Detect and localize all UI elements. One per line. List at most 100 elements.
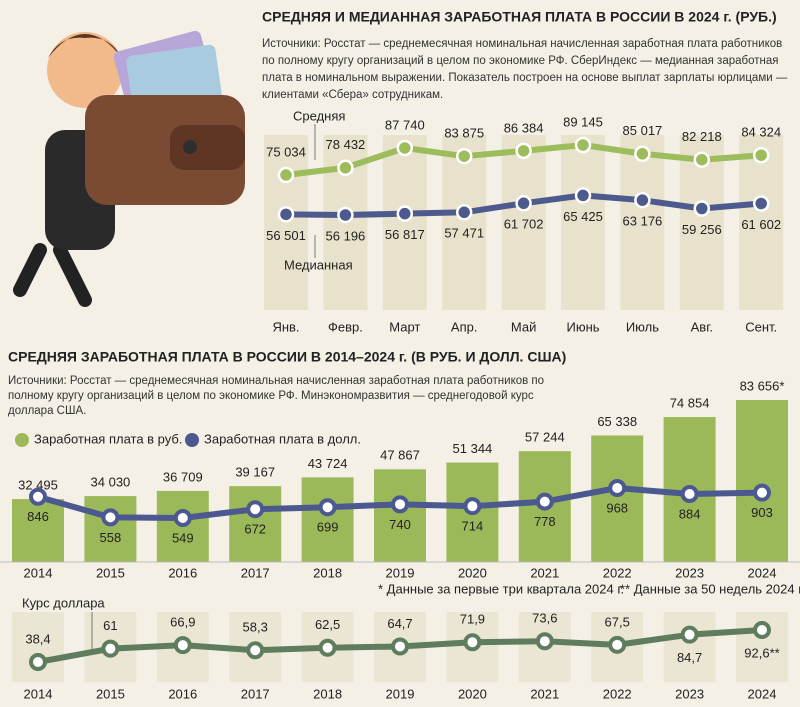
legend-marker (15, 433, 29, 447)
value-label: 61 602 (741, 217, 781, 232)
column-band (501, 135, 546, 310)
x-tick-label: Март (389, 319, 420, 334)
point (29, 653, 47, 671)
bar (736, 400, 788, 562)
value-label: 56 196 (326, 228, 366, 243)
x-tick-label: 2015 (96, 686, 125, 701)
point (277, 166, 295, 184)
value-label: 47 867 (380, 448, 420, 463)
value-label: 62,5 (315, 617, 340, 632)
value-label: 64,7 (387, 616, 412, 631)
point (101, 508, 120, 527)
point (463, 633, 482, 652)
value-label: 65 425 (563, 209, 603, 224)
value-label: 51 344 (453, 441, 493, 456)
chart-title: СРЕДНЯЯ И МЕДИАННАЯ ЗАРАБОТНАЯ ПЛАТА В Р… (262, 9, 777, 25)
x-tick-label: 2018 (313, 686, 342, 701)
point (391, 637, 409, 656)
point (173, 509, 192, 527)
bar (591, 435, 644, 562)
value-label: 71,9 (460, 612, 485, 627)
point (574, 187, 592, 204)
column-band (12, 612, 64, 682)
value-label: 903 (751, 505, 773, 520)
value-label: 846 (27, 509, 49, 524)
x-tick-label: Июль (626, 319, 659, 334)
column-band (739, 135, 784, 310)
value-label: 699 (317, 520, 339, 535)
point (246, 500, 265, 519)
point (752, 146, 770, 164)
point (318, 498, 337, 517)
value-label: 57 471 (444, 226, 484, 241)
value-label: 87 740 (385, 117, 425, 132)
point (634, 145, 651, 163)
point (515, 195, 532, 212)
x-tick-label: 2022 (603, 565, 632, 580)
x-tick-label: Февр. (328, 319, 363, 334)
value-label: 778 (534, 514, 556, 529)
footnote: * Данные за первые три квартала 2024 г. (378, 581, 624, 596)
value-label: 67,5 (605, 614, 630, 629)
x-tick-label: 2014 (24, 686, 53, 701)
x-tick-label: Май (511, 319, 536, 334)
value-label: 83 875 (444, 126, 484, 141)
chart-title: СРЕДНЯЯ ЗАРАБОТНАЯ ПЛАТА В РОССИИ В 2014… (8, 349, 566, 365)
value-label: 61 702 (504, 217, 544, 232)
value-label: 56 817 (385, 227, 425, 242)
value-label: 63 176 (623, 214, 663, 229)
point (680, 485, 699, 504)
point (535, 492, 554, 511)
series-label: Медианная (284, 257, 353, 272)
point (634, 191, 651, 209)
value-label: 884 (679, 506, 701, 521)
value-label: 32 495 (18, 478, 58, 493)
value-label: 59 256 (682, 222, 722, 237)
x-tick-label: Авг. (691, 319, 713, 334)
value-label: 74 854 (670, 395, 710, 410)
head (47, 32, 123, 108)
x-tick-label: Июнь (566, 319, 599, 334)
bar (374, 469, 426, 562)
value-label: 714 (462, 519, 484, 534)
value-label: 84 324 (741, 125, 781, 140)
value-label: 89 145 (563, 114, 603, 129)
x-tick-label: 2021 (530, 565, 559, 580)
value-label: 58,3 (243, 620, 268, 635)
value-label: 85 017 (623, 123, 663, 138)
x-tick-label: 2020 (458, 686, 487, 701)
x-tick-label: Апр. (451, 319, 478, 334)
value-label: 73,6 (532, 611, 557, 626)
point (752, 195, 770, 212)
value-label: 968 (606, 500, 628, 515)
wallet-clasp (170, 125, 245, 170)
point (101, 639, 120, 658)
value-label: 56 501 (266, 228, 306, 243)
wallet-button (183, 140, 197, 154)
point (337, 206, 354, 224)
bar (84, 496, 137, 562)
x-tick-label: 2018 (313, 565, 342, 580)
bar (229, 486, 282, 562)
point (246, 641, 265, 660)
x-tick-label: 2024 (748, 686, 777, 701)
value-label: 82 218 (682, 129, 722, 144)
chart-subtitle: Источники: Росстат — среднемесячная номи… (262, 38, 788, 101)
x-tick-label: 2023 (675, 565, 704, 580)
point (173, 636, 192, 655)
illustration (13, 30, 245, 307)
point (535, 632, 554, 651)
point (455, 204, 473, 221)
value-label: 558 (100, 530, 122, 545)
point (277, 206, 295, 223)
value-label: 78 432 (326, 137, 366, 152)
x-tick-label: 2017 (241, 686, 270, 701)
value-label: 86 384 (504, 120, 544, 135)
value-label: 36 709 (163, 469, 203, 484)
column-band (663, 612, 716, 682)
x-tick-label: 2020 (458, 565, 487, 580)
value-label: 43 724 (308, 456, 348, 471)
x-tick-label: 2023 (675, 686, 704, 701)
series-label: Курс доллара (22, 595, 105, 610)
value-label: 38,4 (25, 631, 50, 646)
